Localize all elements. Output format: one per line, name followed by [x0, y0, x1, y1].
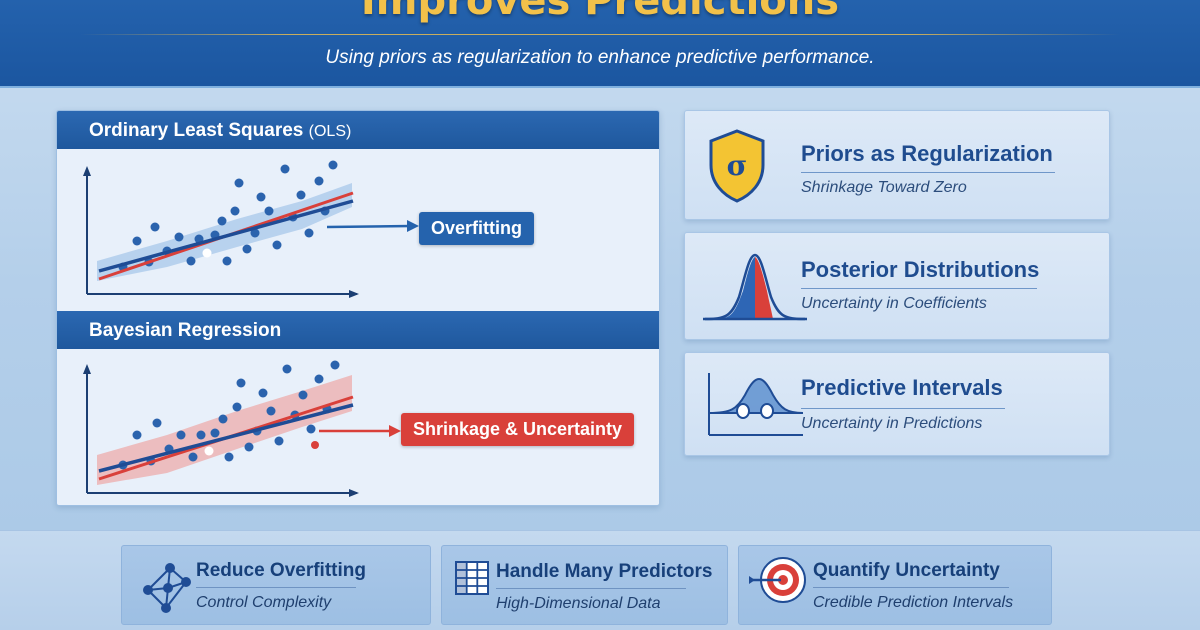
bayes-point	[282, 364, 292, 374]
overfitting-arrow	[326, 224, 412, 229]
bayes-blue-fit-line	[98, 403, 354, 473]
page-title: Improves Predictions	[360, 0, 840, 24]
ols-point	[250, 228, 260, 238]
ols-point	[234, 178, 244, 188]
page-subtitle: Using priors as regularization to enhanc…	[325, 47, 875, 68]
ols-point	[280, 164, 290, 174]
overfitting-arrowhead	[407, 220, 419, 232]
ols-title: Ordinary Least Squares	[89, 120, 304, 141]
ols-title-suffix: (OLS)	[308, 123, 352, 140]
benefit-many-predictors-divider	[496, 588, 686, 589]
bayes-point	[188, 452, 198, 462]
ols-point	[242, 244, 252, 254]
ols-point	[132, 236, 142, 246]
card-priors-divider	[801, 172, 1055, 173]
bayes-point	[236, 378, 246, 388]
benefit-reduce-overfitting-subtitle: Control Complexity	[196, 594, 332, 611]
bayes-point	[314, 374, 324, 384]
benefit-quantify-uncertainty-title: Quantify Uncertainty	[813, 560, 1000, 581]
benefit-quantify-uncertainty-subtitle: Credible Prediction Intervals	[813, 594, 1014, 611]
bayes-point	[218, 414, 228, 424]
ols-point	[150, 222, 160, 232]
bayes-point	[258, 388, 268, 398]
bayes-x-axis-arrow	[349, 489, 359, 497]
ols-y-axis-arrow	[83, 166, 91, 176]
benefit-quantify-uncertainty-divider	[813, 587, 1009, 588]
ols-scatter-plot	[83, 160, 419, 298]
card-posterior-title: Posterior Distributions	[801, 257, 1040, 282]
interval-curve-icon	[708, 373, 804, 436]
ols-blue-fit-line	[98, 199, 354, 273]
shrinkage-arrowhead	[389, 425, 401, 437]
bayesian-section-header: Bayesian Regression	[57, 311, 659, 349]
bayes-point	[224, 452, 234, 462]
card-predictive-title: Predictive Intervals	[801, 375, 1003, 400]
bayes-point	[176, 430, 186, 440]
card-priors-title: Priors as Regularization	[801, 141, 1053, 166]
benefit-reduce-overfitting-divider	[196, 587, 356, 588]
bayes-point	[274, 436, 284, 446]
bayes-point	[311, 441, 319, 449]
ols-x-axis-arrow	[349, 290, 359, 298]
title-divider	[80, 34, 1120, 35]
benefit-many-predictors: Handle Many Predictors High-Dimensional …	[441, 545, 728, 625]
ols-point	[314, 176, 324, 186]
ols-point	[174, 232, 184, 242]
card-predictive-divider	[801, 408, 1005, 409]
bayes-point	[232, 402, 242, 412]
benefits-strip: Reduce Overfitting Control Complexity Ha…	[0, 530, 1200, 630]
card-posterior-divider	[801, 288, 1037, 289]
bayesian-title: Bayesian Regression	[89, 320, 282, 341]
shrinkage-tag: Shrinkage & Uncertainty	[401, 413, 635, 446]
ols-point	[264, 206, 274, 216]
card-posterior: Posterior Distributions Uncertainty in C…	[684, 232, 1110, 340]
bayes-point	[196, 430, 206, 440]
bayes-point	[210, 428, 220, 438]
bayes-point	[244, 442, 254, 452]
regression-comparison-panel: Ordinary Least Squares (OLS)	[56, 110, 660, 506]
ols-point	[202, 248, 212, 258]
sigma-glyph: σ	[727, 149, 748, 182]
bayesian-scatter-plot	[83, 360, 401, 497]
bayes-y-axis-arrow	[83, 364, 91, 374]
ols-point	[328, 160, 338, 170]
card-posterior-subtitle: Uncertainty in Coefficients	[801, 295, 987, 312]
target-icon	[749, 557, 806, 603]
ols-band	[97, 183, 352, 281]
benefit-reduce-overfitting-title: Reduce Overfitting	[196, 560, 366, 581]
header-banner: Improves Predictions Using priors as reg…	[0, 0, 1200, 88]
bayes-point	[132, 430, 142, 440]
benefit-many-predictors-subtitle: High-Dimensional Data	[496, 595, 661, 612]
ols-point	[186, 256, 196, 266]
shield-sigma-icon: σ	[709, 129, 765, 203]
benefit-many-predictors-title: Handle Many Predictors	[496, 561, 713, 582]
card-predictive-subtitle: Uncertainty in Predictions	[801, 415, 983, 432]
ols-point	[272, 240, 282, 250]
bayes-point	[152, 418, 162, 428]
bell-curve-icon	[703, 253, 807, 321]
ols-point	[256, 192, 266, 202]
benefit-quantify-uncertainty: Quantify Uncertainty Credible Prediction…	[738, 545, 1052, 625]
bayes-point	[204, 446, 214, 456]
card-priors: σ Priors as Regularization Shrinkage Tow…	[684, 110, 1110, 220]
ols-section-header: Ordinary Least Squares (OLS)	[57, 111, 659, 149]
ols-point	[217, 216, 227, 226]
card-priors-subtitle: Shrinkage Toward Zero	[801, 179, 967, 196]
bayes-point	[306, 424, 316, 434]
overfitting-tag: Overfitting	[419, 212, 535, 245]
network-icon	[143, 563, 191, 613]
bayes-point	[266, 406, 276, 416]
bayes-point	[330, 360, 340, 370]
ols-point	[222, 256, 232, 266]
benefit-reduce-overfitting: Reduce Overfitting Control Complexity	[121, 545, 431, 625]
grid-icon	[455, 561, 489, 595]
bayes-point	[298, 390, 308, 400]
ols-point	[230, 206, 240, 216]
ols-point	[296, 190, 306, 200]
card-predictive: Predictive Intervals Uncertainty in Pred…	[684, 352, 1110, 456]
ols-point	[304, 228, 314, 238]
